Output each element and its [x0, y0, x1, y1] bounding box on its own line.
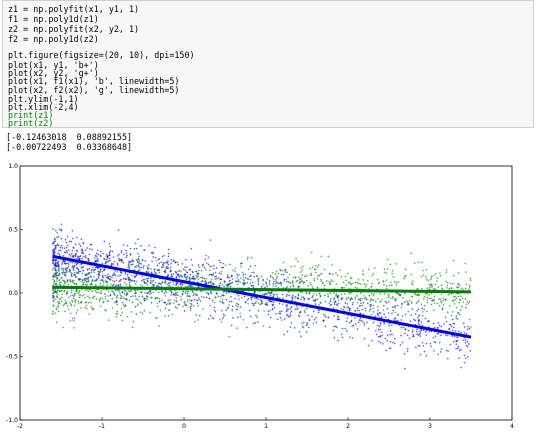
code-line[interactable]: plt.figure(figsize=(20, 10), dpi=150) — [8, 50, 195, 60]
plot-output: -2 -1 0 1 2 3 4 -1.0 -0.5 0.0 0.5 1.0 — [0, 158, 540, 433]
y-tick-label: 0.5 — [8, 227, 18, 234]
axis-ticks: -2 -1 0 1 2 3 4 -1.0 -0.5 0.0 0.5 1.0 — [6, 163, 514, 430]
code-line[interactable]: print(z1) — [8, 110, 54, 120]
y-tick-label: 0.0 — [8, 290, 18, 297]
code-line[interactable]: plt.xlim(-2,4) — [8, 102, 79, 112]
x-tick-label: 1 — [264, 423, 268, 430]
x-tick-label: 0 — [182, 423, 186, 430]
code-line[interactable]: f2 = np.poly1d(z2) — [8, 34, 99, 44]
code-line[interactable]: f1 = np.poly1d(z1) — [8, 14, 99, 24]
code-line[interactable]: print(z2) — [8, 118, 54, 128]
scatter-plot: -2 -1 0 1 2 3 4 -1.0 -0.5 0.0 0.5 1.0 — [6, 163, 514, 430]
code-line[interactable]: z1 = np.polyfit(x1, y1, 1) — [8, 4, 140, 14]
x-tick-label: -2 — [17, 423, 23, 430]
y-tick-label: -0.5 — [6, 354, 18, 361]
code-cell[interactable]: z1 = np.polyfit(x1, y1, 1) f1 = np.poly1… — [2, 0, 534, 128]
fit-line-1 — [52, 254, 472, 339]
fit-lines — [52, 254, 472, 339]
output-line: [-0.00722493 0.03368648] — [6, 142, 133, 152]
code-line[interactable]: plot(x2, f2(x2), 'g', linewidth=5) — [8, 85, 180, 95]
x-tick-label: -1 — [99, 423, 105, 430]
x-tick-label: 4 — [510, 423, 514, 430]
cell-output: [-0.12463018 0.08892155] [-0.00722493 0.… — [6, 132, 132, 152]
y-tick-label: -1.0 — [6, 417, 18, 424]
code-line[interactable]: plot(x1, y1, 'b+') — [8, 60, 99, 70]
code-line[interactable]: z2 = np.polyfit(x2, y2, 1) — [8, 24, 140, 34]
x-tick-label: 3 — [428, 423, 432, 430]
code-line[interactable]: plot(x2, y2, 'g+') — [8, 68, 99, 78]
output-line: [-0.12463018 0.08892155] — [6, 132, 133, 142]
fit-line-2 — [52, 285, 472, 294]
x-tick-label: 2 — [346, 423, 350, 430]
code-line[interactable]: plt.ylim(-1,1) — [8, 94, 79, 104]
y-tick-label: 1.0 — [8, 163, 18, 170]
code-line[interactable]: plot(x1, f1(x1), 'b', linewidth=5) — [8, 76, 180, 86]
